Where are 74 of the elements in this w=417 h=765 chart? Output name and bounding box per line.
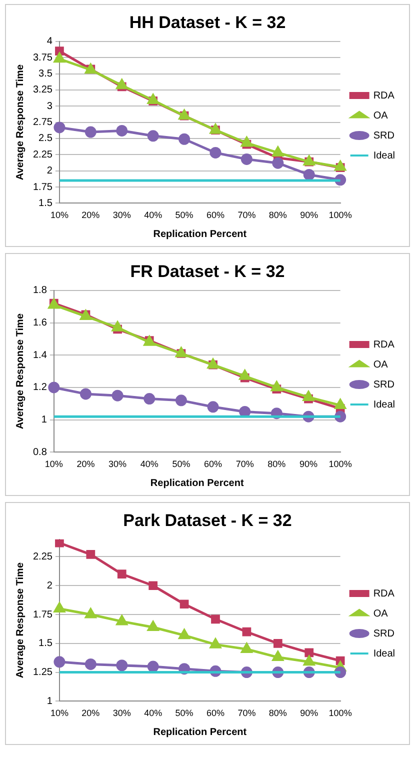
x-axis-title: Replication Percent xyxy=(153,228,248,240)
x-tick-label: 40% xyxy=(144,210,162,220)
x-tick-label: 100% xyxy=(328,708,352,718)
legend-label: Ideal xyxy=(373,399,396,410)
x-tick-label: 20% xyxy=(82,708,100,718)
y-tick-label: 3.25 xyxy=(32,84,53,96)
y-tick-label: 1.8 xyxy=(32,285,48,296)
x-tick-label: 50% xyxy=(175,708,194,718)
y-tick-label: 3 xyxy=(46,100,53,112)
x-tick-label: 10% xyxy=(50,708,68,718)
x-tick-label: 100% xyxy=(328,459,352,470)
x-tick-label: 80% xyxy=(268,210,287,220)
x-axis-title: Replication Percent xyxy=(150,478,244,489)
y-tick-label: 1.75 xyxy=(32,609,53,620)
y-tick-label: 1.75 xyxy=(32,182,53,193)
y-tick-label: 1.4 xyxy=(32,350,48,361)
x-tick-label: 90% xyxy=(300,210,318,220)
y-tick-label: 2.75 xyxy=(32,117,53,128)
y-tick-label: 2.5 xyxy=(38,133,53,144)
y-tick-label: 1.6 xyxy=(32,318,48,329)
chart-title: HH Dataset - K = 32 xyxy=(129,12,286,32)
y-axis-title: Average Response Time xyxy=(14,313,26,430)
y-tick-label: 1 xyxy=(41,414,48,426)
x-tick-label: 10% xyxy=(44,459,63,470)
y-tick-label: 3.5 xyxy=(38,68,53,80)
x-tick-label: 50% xyxy=(175,210,194,220)
x-tick-label: 70% xyxy=(238,210,256,220)
x-tick-label: 60% xyxy=(204,459,222,470)
legend-label: RDA xyxy=(373,90,395,102)
y-tick-label: 2 xyxy=(46,580,53,592)
y-tick-label: 1.2 xyxy=(32,382,48,394)
legend-label: SRD xyxy=(373,130,394,142)
legend-label: RDA xyxy=(373,339,395,350)
y-tick-label: 2 xyxy=(46,166,53,177)
y-tick-label: 1.25 xyxy=(32,667,53,678)
x-axis-title: Replication Percent xyxy=(153,726,248,738)
y-tick-label: 3.75 xyxy=(32,52,53,64)
y-tick-label: 0.8 xyxy=(32,446,48,458)
x-tick-label: 30% xyxy=(112,708,131,718)
y-tick-label: 2.25 xyxy=(32,551,53,562)
x-tick-label: 20% xyxy=(82,210,100,220)
y-tick-label: 1 xyxy=(46,696,53,707)
legend-label: RDA xyxy=(373,588,395,600)
x-tick-label: 10% xyxy=(50,210,68,220)
chart-title: Park Dataset - K = 32 xyxy=(123,510,292,530)
legend-label: OA xyxy=(373,608,388,620)
legend-label: OA xyxy=(373,359,388,370)
chart-title: FR Dataset - K = 32 xyxy=(130,262,285,281)
x-tick-label: 60% xyxy=(206,210,224,220)
y-tick-label: 4 xyxy=(46,36,53,48)
x-tick-label: 30% xyxy=(108,459,127,470)
x-tick-label: 50% xyxy=(172,459,190,470)
legend-label: SRD xyxy=(373,379,394,390)
y-axis-title: Average Response Time xyxy=(14,64,26,180)
legend-label: SRD xyxy=(373,628,394,640)
x-tick-label: 40% xyxy=(144,708,162,718)
x-tick-label: 90% xyxy=(299,459,318,470)
x-tick-label: 70% xyxy=(236,459,254,470)
y-axis-title: Average Response Time xyxy=(14,562,26,678)
x-tick-label: 20% xyxy=(76,459,95,470)
x-tick-label: 100% xyxy=(328,210,352,220)
legend-label: Ideal xyxy=(373,648,396,660)
legend-label: OA xyxy=(373,110,388,122)
x-tick-label: 90% xyxy=(300,708,318,718)
x-tick-label: 80% xyxy=(268,708,287,718)
legend-label: Ideal xyxy=(373,150,396,162)
x-tick-label: 30% xyxy=(112,210,131,220)
y-tick-label: 2.25 xyxy=(32,149,53,160)
x-tick-label: 60% xyxy=(206,708,224,718)
x-tick-label: 40% xyxy=(140,459,158,470)
x-tick-label: 70% xyxy=(238,708,256,718)
x-tick-label: 80% xyxy=(268,459,286,470)
y-tick-label: 1.5 xyxy=(38,198,53,209)
y-tick-label: 1.5 xyxy=(38,638,53,650)
